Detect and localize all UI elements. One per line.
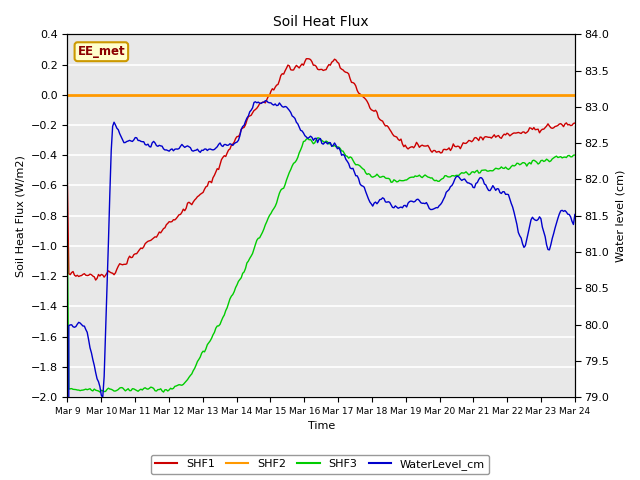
Text: EE_met: EE_met: [77, 45, 125, 58]
Y-axis label: Water level (cm): Water level (cm): [615, 169, 625, 262]
Y-axis label: Soil Heat Flux (W/m2): Soil Heat Flux (W/m2): [15, 155, 25, 276]
X-axis label: Time: Time: [307, 421, 335, 432]
Legend: SHF1, SHF2, SHF3, WaterLevel_cm: SHF1, SHF2, SHF3, WaterLevel_cm: [151, 455, 489, 474]
Title: Soil Heat Flux: Soil Heat Flux: [273, 15, 369, 29]
